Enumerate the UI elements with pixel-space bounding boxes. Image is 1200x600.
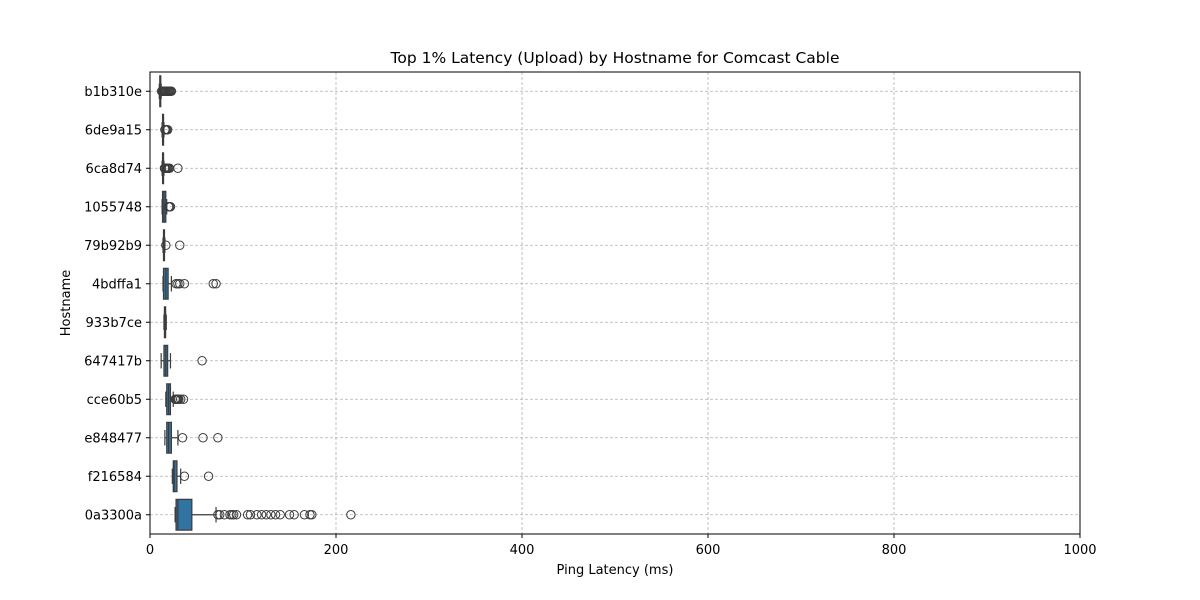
outlier-point — [179, 471, 190, 481]
outlier-point — [242, 510, 253, 520]
outlier-point — [203, 471, 214, 481]
x-tick-label: 0 — [146, 543, 154, 558]
box-933b7ce — [163, 306, 167, 339]
y-tick-label: f216584 — [88, 470, 142, 485]
box-6ca8d74 — [159, 152, 183, 185]
y-tick-label: cce60b5 — [87, 393, 142, 408]
x-tick-label: 400 — [510, 543, 535, 558]
box-iqr — [175, 498, 193, 531]
plot-frame — [149, 71, 1081, 535]
outlier-point — [197, 356, 207, 366]
box-647417b — [160, 344, 207, 377]
box-cce60b5 — [165, 383, 189, 416]
x-axis-label: Ping Latency (ms) — [557, 563, 674, 578]
y-axis-label: Hostname — [59, 270, 74, 336]
box-e848477 — [164, 421, 223, 454]
x-tick-label: 800 — [882, 543, 907, 558]
outlier-point — [162, 125, 173, 135]
box-iqr — [172, 460, 178, 493]
outlier-point — [211, 279, 221, 289]
y-tick-label: 79b92b9 — [84, 239, 142, 254]
outlier-point — [266, 510, 276, 520]
box-4bdffa1 — [162, 267, 221, 300]
chart-title: Top 1% Latency (Upload) by Hostname for … — [390, 49, 840, 67]
outlier-point — [270, 510, 281, 520]
outlier-point — [245, 510, 256, 520]
y-tick-label: 0a3300a — [85, 508, 142, 523]
x-tick-label: 200 — [324, 543, 349, 558]
outlier-point — [175, 279, 185, 289]
outlier-point — [175, 240, 185, 250]
outlier-point — [161, 240, 171, 250]
box-1055748 — [161, 190, 176, 223]
outlier-point — [177, 433, 188, 443]
y-tick-label: 4bdffa1 — [92, 277, 142, 292]
y-tick-label: 933b7ce — [86, 316, 142, 331]
outlier-point — [289, 510, 299, 520]
outlier-point — [252, 510, 262, 520]
y-tick-label: b1b310e — [84, 85, 142, 100]
x-tick-layer: 0 200 400 600 800 1000 — [146, 534, 1097, 558]
outlier-point — [261, 510, 271, 520]
box-0a3300a — [174, 498, 356, 531]
outlier-point — [346, 510, 356, 520]
outlier-point — [165, 202, 176, 212]
outlier-point — [299, 510, 310, 520]
y-tick-label: 6de9a15 — [85, 123, 142, 138]
outlier-point — [256, 510, 267, 520]
outlier-point — [179, 279, 190, 289]
outlier-point — [213, 433, 223, 443]
grid-layer — [149, 72, 1081, 534]
x-tick-label: 1000 — [1063, 543, 1096, 558]
y-tick-layer: b1b310e 6de9a15 6ca8d74 1055748 79b92b9 4bdff… — [84, 85, 150, 523]
box-f216584 — [171, 460, 214, 493]
outlier-point — [173, 163, 183, 173]
outlier-point — [307, 510, 317, 520]
outlier-point — [215, 510, 225, 520]
outlier-point — [208, 279, 218, 289]
box-layer — [156, 75, 356, 531]
box-6de9a15 — [160, 113, 173, 146]
y-tick-label: 1055748 — [84, 200, 142, 215]
outlier-point — [229, 510, 239, 520]
outlier-point — [284, 510, 295, 520]
box-79b92b9 — [161, 229, 185, 262]
box-b1b310e — [156, 75, 177, 108]
y-tick-label: e848477 — [84, 431, 142, 446]
y-tick-label: 647417b — [84, 354, 142, 369]
outlier-point — [178, 394, 189, 404]
outlier-point — [175, 394, 186, 404]
outlier-point — [198, 433, 208, 443]
y-tick-label: 6ca8d74 — [86, 162, 142, 177]
x-tick-label: 600 — [696, 543, 721, 558]
outlier-point — [275, 510, 285, 520]
outlier-point — [166, 86, 177, 96]
outlier-point — [231, 510, 242, 520]
outlier-point — [219, 510, 230, 520]
